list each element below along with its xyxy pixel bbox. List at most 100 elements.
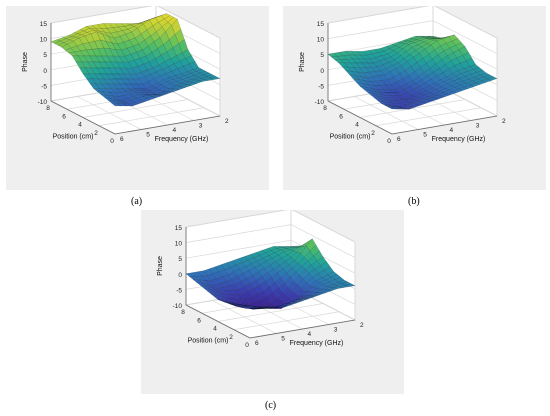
axis-line bbox=[391, 115, 498, 135]
surface-patch bbox=[158, 93, 168, 97]
surface-patch bbox=[110, 102, 122, 107]
z-tick-label: 5 bbox=[43, 52, 47, 59]
surface-patch bbox=[145, 96, 157, 101]
surface-patch bbox=[128, 101, 139, 107]
axis-line bbox=[50, 100, 116, 135]
y-tick-label: 2 bbox=[225, 118, 229, 125]
x-axis-label: Position (cm) bbox=[330, 134, 371, 141]
y-tick-label: 2 bbox=[502, 118, 506, 125]
y-tick-label: 2 bbox=[360, 322, 364, 329]
surface-patch bbox=[394, 107, 404, 110]
z-gridline bbox=[50, 6, 221, 39]
y-axis-label: Frequency (GHz) bbox=[432, 136, 486, 143]
z-tick-label: 10 bbox=[40, 37, 48, 44]
x-tick-label: 4 bbox=[355, 122, 359, 129]
y-tick-label: 5 bbox=[146, 132, 150, 139]
y-gridline bbox=[212, 300, 277, 334]
z-gridline bbox=[327, 20, 498, 54]
y-axis-label: Frequency (GHz) bbox=[155, 136, 209, 143]
surface-patch bbox=[322, 290, 332, 293]
surface-patch bbox=[134, 99, 145, 105]
x-tick-label: 0 bbox=[387, 138, 391, 145]
y-tick-label: 4 bbox=[308, 331, 312, 338]
z-tick-label: 15 bbox=[40, 21, 48, 28]
surface bbox=[327, 34, 498, 110]
panel-a: 15 10 5 0 -5 -10 8 6 4 2 0 6 5 4 3 2 Phase Position (cm) F… bbox=[6, 6, 269, 190]
z-gridline bbox=[185, 224, 356, 258]
axis-line bbox=[185, 304, 251, 339]
z-gridline bbox=[185, 210, 356, 243]
caption-c: (c) bbox=[265, 400, 277, 411]
z-tick-label: 0 bbox=[320, 68, 324, 75]
y-tick-label: 6 bbox=[397, 136, 401, 143]
x-tick-label: 0 bbox=[245, 342, 249, 349]
axis-line bbox=[327, 100, 393, 135]
z-gridline bbox=[327, 6, 498, 39]
z-tick-label: 15 bbox=[175, 225, 183, 232]
surface-patch bbox=[281, 304, 291, 308]
z-axis-label: Phase bbox=[22, 52, 29, 72]
z-tick-label: -5 bbox=[318, 83, 324, 90]
x-tick-label: 8 bbox=[323, 105, 327, 112]
x-tick-label: 6 bbox=[197, 317, 201, 324]
surface-patch bbox=[116, 103, 128, 107]
y-tick-label: 3 bbox=[476, 123, 480, 130]
z-axis-label: Phase bbox=[157, 256, 164, 276]
x-tick-label: 4 bbox=[78, 122, 82, 129]
z-tick-label: 0 bbox=[178, 272, 182, 279]
surface-patch bbox=[469, 82, 480, 87]
x-axis-label: Position (cm) bbox=[53, 134, 94, 141]
surface-patch bbox=[458, 86, 469, 91]
z-tick-label: 5 bbox=[178, 256, 182, 263]
surface-patch bbox=[123, 103, 133, 107]
surface-patch bbox=[169, 89, 180, 92]
z-tick-label: 10 bbox=[175, 241, 183, 248]
surface-patch bbox=[481, 78, 492, 83]
axis-line bbox=[114, 115, 221, 135]
x-tick-label: 4 bbox=[213, 326, 217, 333]
y-tick-label: 3 bbox=[199, 123, 203, 130]
surface bbox=[185, 238, 356, 310]
surface-patch bbox=[463, 84, 475, 89]
y-gridline bbox=[77, 96, 142, 130]
y-tick-label: 3 bbox=[334, 327, 338, 334]
axis-line bbox=[249, 319, 356, 339]
y-tick-label: 5 bbox=[423, 132, 427, 139]
panel-b: 15 10 5 0 -5 -10 8 6 4 2 0 6 5 4 3 2 Phase Position (cm) F… bbox=[283, 6, 546, 190]
caption-b: (b) bbox=[408, 196, 420, 207]
y-tick-label: 4 bbox=[450, 127, 454, 134]
z-tick-label: -10 bbox=[38, 99, 48, 106]
z-tick-label: 15 bbox=[317, 21, 325, 28]
surface-patch bbox=[310, 294, 321, 298]
x-tick-label: 8 bbox=[181, 309, 185, 316]
surface-patch bbox=[388, 107, 398, 110]
z-tick-label: -10 bbox=[315, 99, 325, 106]
y-tick-label: 6 bbox=[120, 136, 124, 143]
x-tick-label: 6 bbox=[339, 113, 343, 120]
panel-c: 15 10 5 0 -5 -10 8 6 4 2 0 6 5 4 3 2 Phase Position (cm) F… bbox=[141, 210, 404, 394]
y-tick-label: 5 bbox=[281, 336, 285, 343]
x-tick-label: 6 bbox=[62, 113, 66, 120]
surface-patch bbox=[198, 79, 209, 82]
surface-patch bbox=[140, 97, 151, 103]
x-tick-label: 0 bbox=[110, 138, 114, 145]
x-tick-label: 2 bbox=[371, 130, 375, 137]
surface-patch bbox=[246, 305, 256, 308]
x-axis-label: Position (cm) bbox=[188, 338, 229, 345]
z-tick-label: -10 bbox=[173, 303, 183, 310]
z-tick-label: -5 bbox=[41, 83, 47, 90]
z-gridline bbox=[185, 239, 356, 274]
y-tick-label: 4 bbox=[173, 127, 177, 134]
x-tick-label: 2 bbox=[229, 334, 233, 341]
z-tick-label: 0 bbox=[43, 68, 47, 75]
surface bbox=[50, 13, 221, 107]
z-tick-label: 10 bbox=[317, 37, 325, 44]
y-axis-label: Frequency (GHz) bbox=[290, 340, 344, 347]
x-tick-label: 2 bbox=[94, 130, 98, 137]
x-tick-label: 8 bbox=[46, 105, 50, 112]
caption-a: (a) bbox=[131, 196, 143, 207]
z-tick-label: -5 bbox=[176, 287, 182, 294]
